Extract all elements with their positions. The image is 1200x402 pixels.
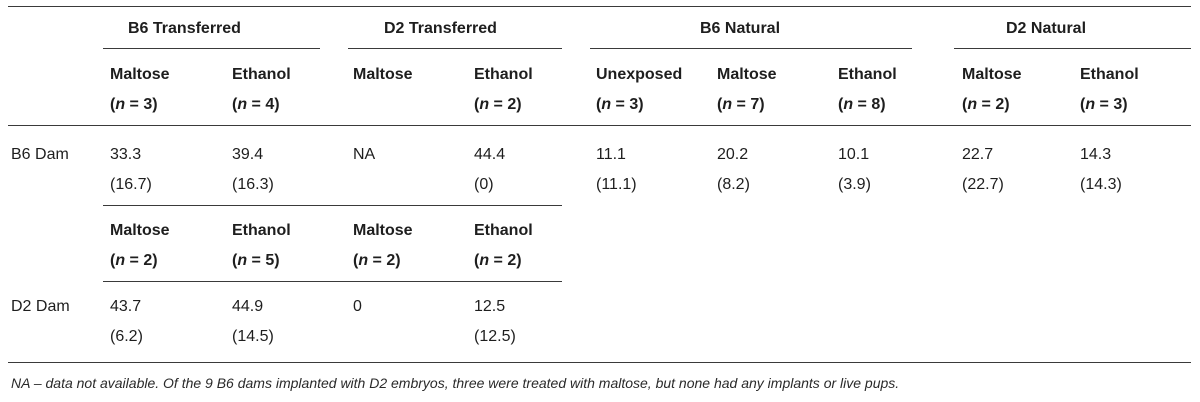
cell-value: 43.7	[110, 298, 142, 315]
b6-transferred-underline	[103, 48, 320, 49]
cell-se: (8.2)	[717, 176, 750, 193]
col-header-name: Maltose	[717, 66, 777, 83]
col-header-name: Maltose	[353, 66, 413, 83]
cell-value: 22.7	[962, 146, 994, 163]
col-header-n: (n = 5)	[232, 252, 280, 269]
col-header-name: Maltose	[353, 222, 413, 239]
col-header-name: Unexposed	[596, 66, 683, 83]
cell-se: (11.1)	[596, 176, 637, 193]
col-header-n: (n = 2)	[110, 252, 158, 269]
cell-value: NA	[353, 146, 376, 163]
col-header-n: (n = 8)	[838, 96, 886, 113]
col-header-n: (n = 3)	[110, 96, 158, 113]
col-header-name: Ethanol	[1080, 66, 1139, 83]
group-header-b6-natural: B6 Natural	[700, 20, 781, 37]
col-header-n: (n = 2)	[353, 252, 401, 269]
col-header-name: Ethanol	[474, 222, 533, 239]
cell-value: 44.4	[474, 146, 506, 163]
d2-header-top-rule	[103, 205, 562, 206]
cell-value: 12.5	[474, 298, 506, 315]
cell-se: (22.7)	[962, 176, 1004, 193]
cell-value: 10.1	[838, 146, 870, 163]
cell-se: (14.3)	[1080, 176, 1122, 193]
col-header-name: Ethanol	[232, 66, 291, 83]
d2-header-bottom-rule	[103, 281, 562, 282]
cell-value: 33.3	[110, 146, 142, 163]
cell-se: (14.5)	[232, 328, 274, 345]
row-label-b6-dam: B6 Dam	[11, 146, 69, 163]
group-header-d2-natural: D2 Natural	[1006, 20, 1087, 37]
d2-natural-underline	[954, 48, 1191, 49]
cell-value: 39.4	[232, 146, 264, 163]
cell-se: (12.5)	[474, 328, 516, 345]
col-header-n: (n = 4)	[232, 96, 280, 113]
col-header-n: (n = 2)	[474, 96, 522, 113]
table-footnote: NA – data not available. Of the 9 B6 dam…	[11, 375, 900, 391]
col-header-name: Ethanol	[474, 66, 533, 83]
col-header-name: Ethanol	[838, 66, 897, 83]
col-header-name: Maltose	[962, 66, 1022, 83]
col-header-n: (n = 3)	[1080, 96, 1128, 113]
cell-se: (3.9)	[838, 176, 871, 193]
cell-value: 44.9	[232, 298, 264, 315]
cell-se: (6.2)	[110, 328, 143, 345]
col-header-name: Maltose	[110, 66, 170, 83]
header-bottom-rule	[8, 125, 1191, 126]
table-top-rule	[8, 6, 1191, 7]
cell-value: 0	[353, 298, 362, 315]
col-header-n: (n = 7)	[717, 96, 765, 113]
row-label-d2-dam: D2 Dam	[11, 298, 70, 315]
col-header-n: (n = 2)	[474, 252, 522, 269]
cell-se: (16.7)	[110, 176, 152, 193]
cell-value: 14.3	[1080, 146, 1112, 163]
col-header-n: (n = 3)	[596, 96, 644, 113]
d2-transferred-underline	[348, 48, 562, 49]
cell-se: (16.3)	[232, 176, 274, 193]
cell-value: 11.1	[596, 146, 626, 163]
cell-se: (0)	[474, 176, 494, 193]
cell-value: 20.2	[717, 146, 749, 163]
col-header-name: Ethanol	[232, 222, 291, 239]
col-header-name: Maltose	[110, 222, 170, 239]
group-header-d2-transferred: D2 Transferred	[384, 20, 497, 37]
b6-natural-underline	[590, 48, 912, 49]
table-bottom-rule	[8, 362, 1191, 363]
group-header-b6-transferred: B6 Transferred	[128, 20, 241, 37]
col-header-n: (n = 2)	[962, 96, 1010, 113]
